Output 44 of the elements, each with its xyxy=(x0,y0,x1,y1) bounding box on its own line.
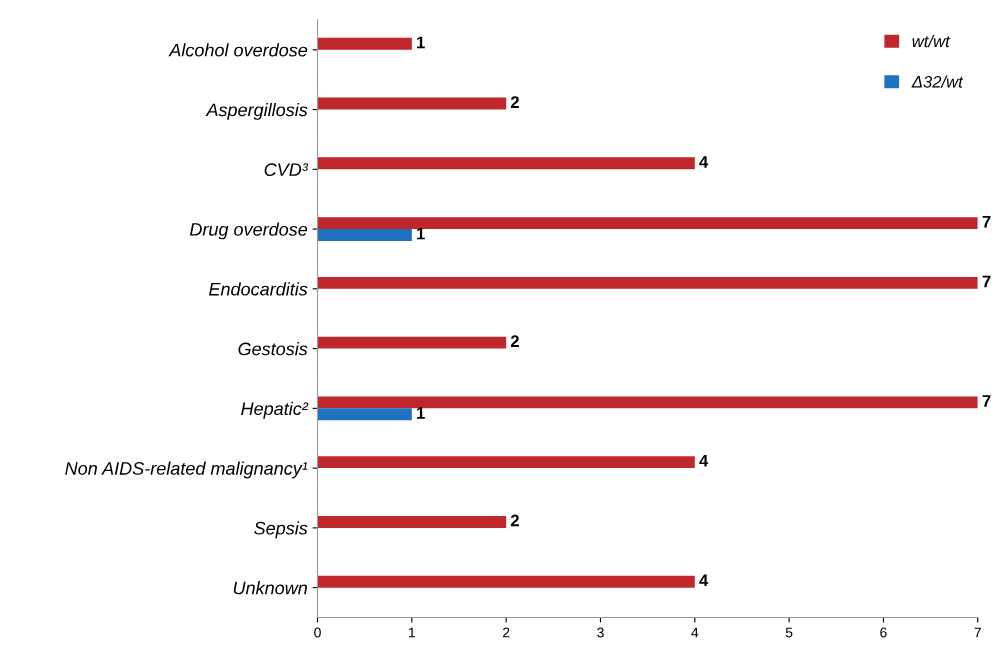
y-tick-label: Unknown xyxy=(233,581,307,595)
y-tick-label: Non AIDS-related malignancy¹ xyxy=(65,461,308,479)
y-tick-label: Drug overdose xyxy=(189,222,308,240)
bar xyxy=(317,575,695,588)
data-label: 1 xyxy=(417,227,425,240)
bar xyxy=(317,37,412,50)
data-label: 4 xyxy=(699,454,709,467)
y-tick-label: Sepsis xyxy=(254,521,308,539)
data-label: 1 xyxy=(417,407,425,419)
bar xyxy=(317,229,412,242)
legend-label: wt/wt xyxy=(912,34,951,48)
y-tick-label: CVD³ xyxy=(264,163,309,177)
bar xyxy=(317,276,978,289)
y-tick-label: Aspergillosis xyxy=(205,103,308,120)
bar xyxy=(317,336,507,349)
x-tick-label: 6 xyxy=(880,627,887,638)
y-tick-label: Alcohol overdose xyxy=(168,43,308,57)
data-label: 2 xyxy=(510,96,519,108)
x-tick-label: 5 xyxy=(785,627,793,638)
x-tick-label: 4 xyxy=(691,627,699,638)
bar xyxy=(317,456,695,469)
x-tick-label: 1 xyxy=(409,627,416,638)
data-label: 4 xyxy=(699,156,709,168)
x-tick-label: 2 xyxy=(503,627,510,638)
bar xyxy=(317,515,507,528)
y-tick-label: Hepatic² xyxy=(241,401,309,419)
data-label: 2 xyxy=(510,335,519,347)
data-label: 1 xyxy=(417,36,425,49)
x-tick-label: 0 xyxy=(314,627,321,638)
data-label: 7 xyxy=(982,395,991,407)
data-label: 7 xyxy=(982,215,991,228)
data-label: 2 xyxy=(510,514,519,527)
bar xyxy=(317,408,412,421)
data-label: 7 xyxy=(982,275,991,288)
bar xyxy=(317,157,695,170)
x-tick-label: 7 xyxy=(974,627,981,638)
y-tick-label: Gestosis xyxy=(238,342,308,356)
bar xyxy=(317,396,978,409)
bar xyxy=(317,97,507,110)
data-label: 4 xyxy=(699,574,709,586)
y-tick-label: Endocarditis xyxy=(209,282,308,296)
x-tick-label: 3 xyxy=(597,627,604,638)
bar xyxy=(317,217,978,230)
legend-label: Δ32/wt xyxy=(911,75,964,88)
